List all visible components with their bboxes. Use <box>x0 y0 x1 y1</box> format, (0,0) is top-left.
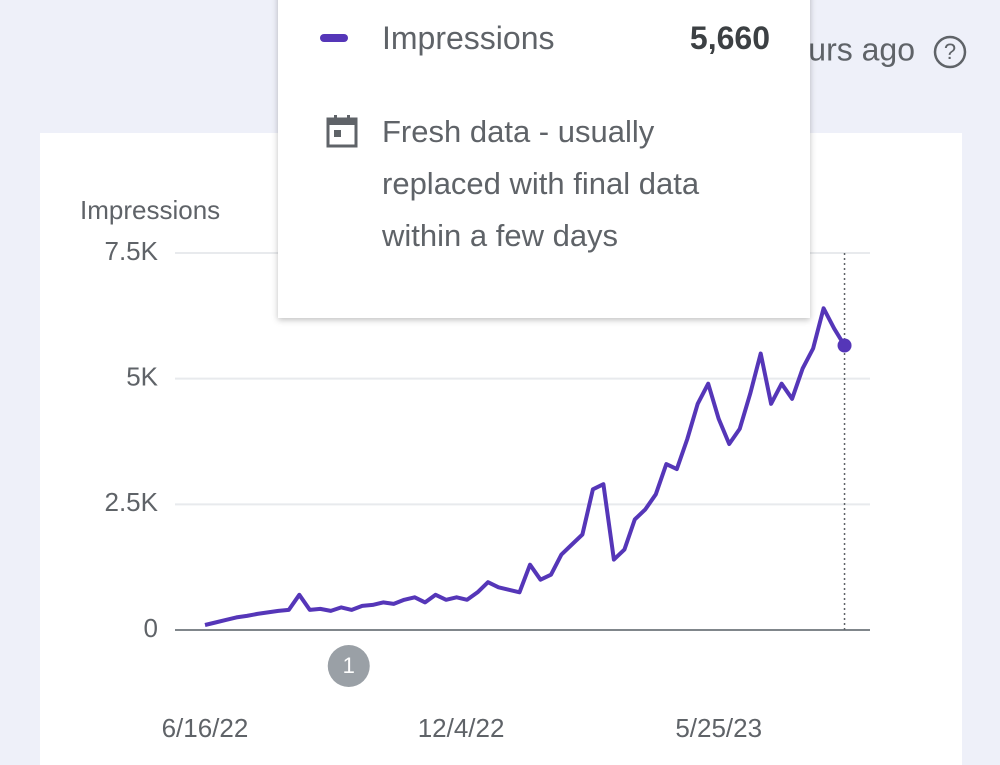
annotation-marker <box>327 645 370 687</box>
tooltip-note: Fresh data - usually replaced with final… <box>382 114 700 253</box>
legend-swatch <box>320 34 348 42</box>
tooltip-series: Impressions <box>382 20 555 56</box>
help-icon[interactable]: ? <box>933 35 967 69</box>
svg-text:?: ? <box>944 39 956 64</box>
y-tick-label: 7.5K <box>105 236 159 266</box>
calendar-icon <box>326 115 358 148</box>
y-tick-label: 2.5K <box>105 487 159 517</box>
line <box>204 306 847 627</box>
hover-point <box>837 338 852 353</box>
annotation-label: 1 <box>343 653 355 678</box>
y-axis-label: Impressions <box>80 195 220 225</box>
plot: 0 2.5K 5K 7.5K 6/16/22 12/4/22 5/25/23 1 <box>105 236 870 743</box>
x-tick-label: 6/16/22 <box>162 713 249 743</box>
tooltip-value: 5,660 <box>689 20 770 56</box>
y-tick-label: 5K <box>126 362 158 392</box>
x-tick-label: 12/4/22 <box>418 713 505 743</box>
y-tick-label: 0 <box>144 613 158 643</box>
x-tick-label: 5/25/23 <box>675 713 762 743</box>
tooltip: Impressions 5,660 Fresh data - usually r… <box>278 0 810 318</box>
